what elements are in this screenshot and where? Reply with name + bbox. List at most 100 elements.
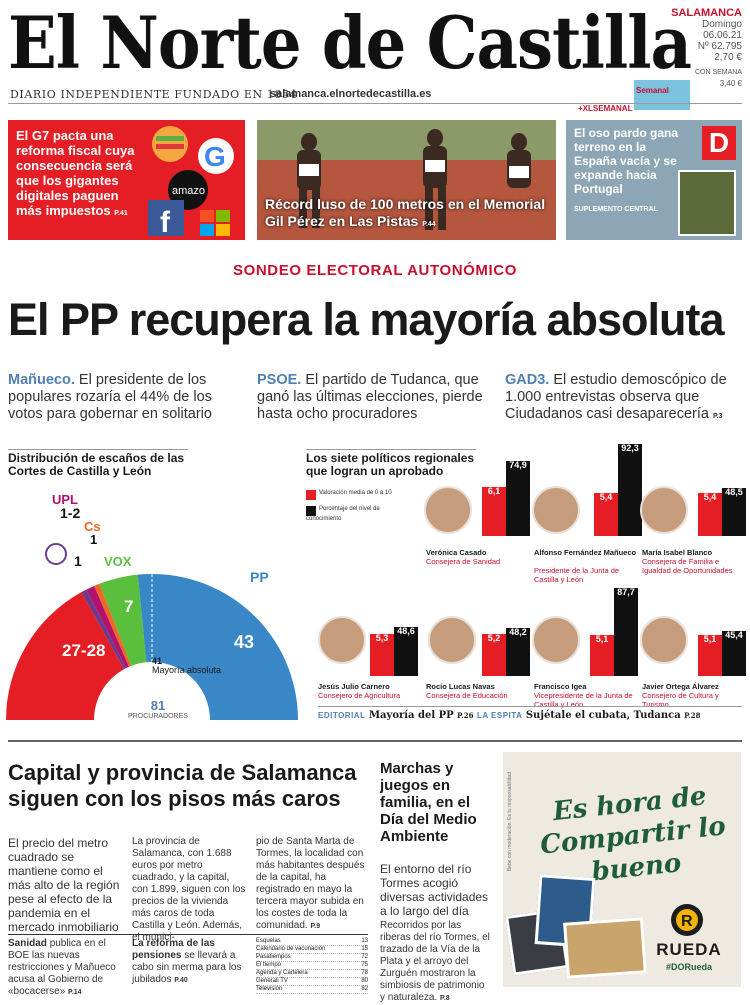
index-item[interactable]: Agenda y Cartelera 78 [256,970,368,978]
ad-brand: RUEDA [656,940,722,959]
seat-arc-pp [137,574,298,720]
edition-city: SALAMANCA [671,7,742,19]
rating-bar: 6,1 [482,486,506,536]
divider [8,740,742,742]
politician-name: Javier Ortega Álvarez [642,682,719,691]
story2-headline[interactable]: Marchas y juegos en familia, en el Día d… [380,760,477,845]
promo-athletics-text: Récord luso de 100 metros en el Memorial… [265,196,546,229]
seat-count-vox: 7 [124,597,133,616]
index-label: Esquelas [256,938,281,944]
knowledge-bar: 48,2 [506,626,530,676]
party-name-upl: UPL [52,492,78,507]
rating-bar: 5,1 [698,634,722,676]
brief-sanidad[interactable]: Sanidad publica en el BOE las nuevas res… [8,938,116,997]
edition-date: 06.06.21 [703,30,742,41]
edition-day: Domingo [701,19,742,30]
tech-logos-icon: G amazo f [148,126,234,239]
index-item[interactable]: Esquelas 13 [256,938,368,946]
seat-arc-cs [94,583,132,667]
politician-role: Consejera de Educación [426,691,508,700]
athletics-photo [257,120,556,240]
seat-arc-podemos [81,589,126,670]
promo-athletics[interactable]: Récord luso de 100 metros en el Memorial… [257,120,556,240]
majority-label: 41 Mayoría absoluta [152,656,222,675]
rating-bar: 5,4 [594,491,618,536]
index-item[interactable]: Televisión 82 [256,986,368,994]
index-label: Agenda y Cartelera [256,970,308,976]
seat-count-podemos: 1 [74,553,82,569]
lead-headline[interactable]: El PP recupera la mayoría absoluta [8,294,725,345]
knowledge-bar: 45,4 [722,630,746,676]
editorial-line[interactable]: EDITORIAL Mayoría del PP P.26 LA ESPITA … [318,710,701,721]
index-label: Generali TV [256,978,288,984]
rueda-advertisement[interactable]: Bebe con moderación. Es tu responsabilid… [503,752,741,987]
politician-role: Vicepresidente de la Junta de Castilla y… [534,691,633,709]
index-page: 13 [361,938,368,944]
masthead-tagline: DIARIO INDEPENDIENTE FUNDADO EN 1854 [10,88,298,101]
rating-bar: 5,3 [370,633,394,676]
index-label: El tiempo [256,962,282,968]
brief-pensiones[interactable]: La reforma de las pensiones se llevará a… [132,938,242,985]
index-item[interactable]: Calendario de vacunación 15 [256,946,368,954]
index-page: 78 [361,970,368,976]
rating-bar-label: 5,1 [703,634,717,645]
politician-photo [532,616,580,664]
knowledge-bar-label: 48,6 [397,626,415,637]
seat-count-pp: 43 [234,632,254,652]
rating-bar-label: 6,1 [487,486,501,497]
politicians-legend: Valoración media de 0 a 10 Porcentaje de… [306,490,392,522]
xl-semanal-promo[interactable]: Semanal +XLSEMANAL [578,80,690,114]
politician-photo [318,616,366,664]
promo-bear[interactable]: El oso pardo gana terreno en la España v… [566,120,742,240]
page-index: Esquelas 13 Calendario de vacunación 15 Pasa… [256,938,368,994]
seat-count-psoe: 27-28 [62,641,105,660]
index-item[interactable]: Pasatiempos 72 [256,954,368,962]
svg-text:R: R [681,913,693,930]
promo-g7[interactable]: El G7 pacta una reforma fiscal cuya cons… [8,120,245,240]
rating-bar-label: 5,4 [703,491,717,502]
politician-photo [424,486,472,534]
index-item[interactable]: Generali TV 80 [256,978,368,986]
knowledge-bar-label: 48,5 [725,486,743,497]
politician-name: Jesús Julio Carnero [318,682,390,691]
story1-lead: El precio del metro cuadrado se mantiene… [8,836,120,934]
edition-extra-price: 3,40 € [719,79,742,88]
edition-extra-label: CON SEMANA [694,69,742,76]
politician-name: Rocío Lucas Navas [426,682,495,691]
rating-bar-label: 5,2 [487,633,501,644]
knowledge-bar-label: 48,2 [509,626,527,637]
divider [8,103,742,104]
index-page: 82 [361,986,368,992]
story1-headline[interactable]: Capital y provincia de Salamanca siguen … [8,760,357,811]
politician-name: María Isabel Blanco [642,548,713,557]
politician-photo [640,486,688,534]
index-label: Calendario de vacunación [256,946,326,952]
index-page: 75 [361,962,368,968]
lead-column-3: GAD3. El estudio demoscópico de 1.000 en… [505,372,727,422]
story1-body1: La provincia de Salamanca, con 1.688 eur… [132,836,246,943]
masthead-url[interactable]: salamanca.elnortedecastilla.es [270,88,432,100]
party-name-vox: VOX [104,554,132,569]
seat-arc-psoe [6,592,124,720]
ad-hashtag: #DORueda [665,962,712,972]
politician-name: Alfonso Fernández Mañueco [534,548,637,557]
politician-role: Consejera de Sanidad [426,557,501,566]
knowledge-bar-label: 87,7 [617,587,635,598]
seat-arc-upl [86,585,130,669]
index-item[interactable]: El tiempo 75 [256,962,368,970]
rating-bar-label: 5,4 [599,491,613,502]
supplement-badge: D [702,126,736,160]
index-page: 80 [361,978,368,984]
knowledge-bar-label: 92,3 [621,442,639,453]
svg-text:G: G [204,141,226,172]
podemos-logo-icon [45,543,67,565]
index-page: 15 [361,946,368,952]
promo-g7-text: El G7 pacta una reforma fiscal cuya cons… [16,128,135,218]
story1-body2: pio de Santa Marta de Tormes, la localid… [256,836,365,931]
politician-photo [532,486,580,534]
politician-name: Francisco Igea [534,682,587,691]
rueda-logo-icon: R [671,904,703,936]
lead-column-2: PSOE. El partido de Tudanca, que ganó la… [257,372,483,422]
knowledge-bar: 92,3 [618,442,642,536]
index-label: Pasatiempos [256,954,291,960]
